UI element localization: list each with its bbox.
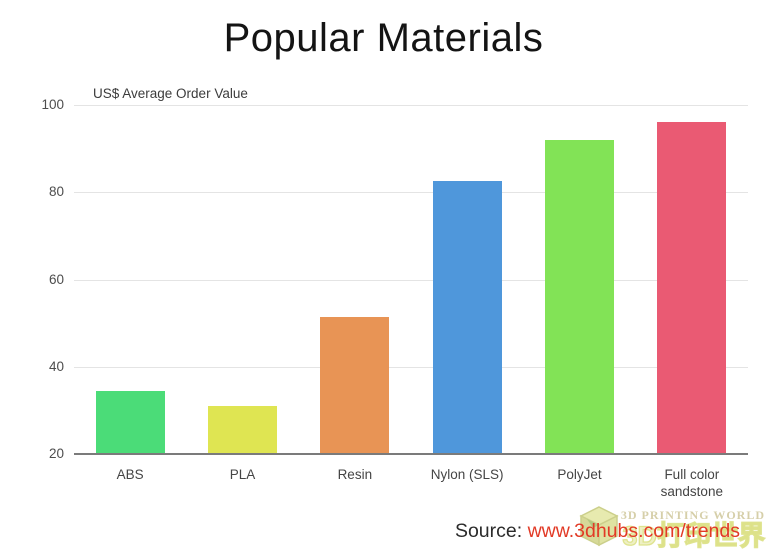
source-label: Source: (454, 520, 528, 542)
y-tick-label-60: 60 (48, 271, 64, 287)
bar-pla (208, 406, 277, 454)
x-label-full-color-sandstone: Full color sandstone (660, 467, 723, 499)
watermark: 3D PRINTING WORLD 3D打印世界 (579, 505, 766, 551)
bar-nylon-sls- (432, 181, 502, 454)
y-tick-label-80: 80 (48, 184, 64, 200)
gridline-80 (74, 192, 748, 194)
gridline-100 (74, 105, 748, 106)
source-note: Source: www.3dhubs.com/trends (455, 520, 740, 543)
chart-title: Popular Materials (223, 16, 544, 60)
watermark-cjk-text: 3D打印世界 (622, 521, 766, 551)
gridline-60 (74, 279, 748, 281)
y-tick-label-20: 20 (48, 446, 64, 461)
x-axis-line (74, 453, 748, 455)
y-tick-label-40: 40 (48, 358, 64, 374)
bar-polyjet (545, 139, 614, 454)
y-tick-label-100: 100 (41, 97, 64, 112)
x-label-resin: Resin (337, 467, 373, 482)
x-label-abs: ABS (116, 467, 144, 482)
watermark-title: 3D PRINTING WORLD (620, 508, 765, 522)
x-label-pla: PLA (229, 467, 256, 482)
y-axis-title: US$ Average Order Value (93, 86, 248, 101)
bar-full-color-sandstone (657, 122, 727, 454)
bar-abs (95, 390, 165, 454)
source-link[interactable]: www.3dhubs.com/trends (527, 520, 740, 542)
x-label-nylon-sls-: Nylon (SLS) (430, 467, 504, 482)
bar-resin (320, 316, 390, 454)
cube-3d-icon (579, 506, 619, 547)
x-label-polyjet: PolyJet (557, 467, 602, 482)
gridline-40 (74, 366, 748, 368)
